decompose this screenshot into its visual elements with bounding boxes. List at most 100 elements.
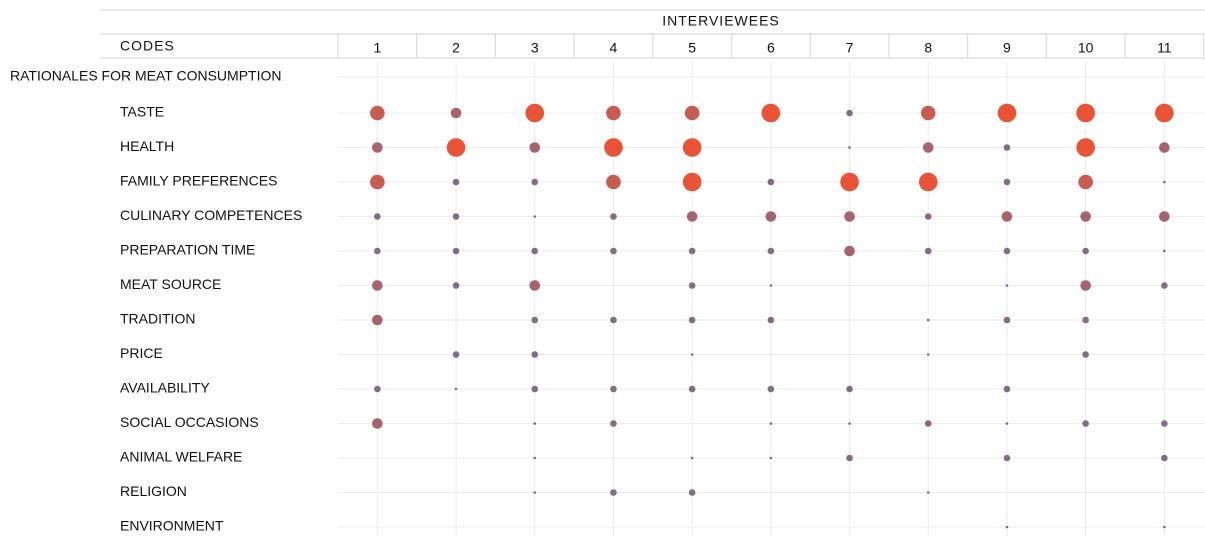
bubble bbox=[1161, 454, 1168, 462]
bubble bbox=[452, 247, 460, 255]
bubble bbox=[1003, 247, 1011, 255]
bubble bbox=[846, 109, 853, 117]
row-label: CULINARY COMPETENCES bbox=[120, 207, 302, 223]
row-label: AVAILABILITY bbox=[120, 380, 210, 396]
row-label: TASTE bbox=[120, 104, 164, 120]
bubble bbox=[1161, 282, 1168, 289]
bubble bbox=[1005, 525, 1009, 529]
column-label: 3 bbox=[531, 40, 539, 56]
bubble bbox=[1163, 249, 1166, 253]
bubble bbox=[1082, 247, 1089, 255]
bubble bbox=[374, 247, 381, 255]
column-label: 6 bbox=[767, 40, 775, 56]
bubble bbox=[1159, 142, 1170, 153]
bubble bbox=[920, 105, 936, 121]
bubble bbox=[1076, 103, 1095, 123]
bubble bbox=[1082, 351, 1089, 358]
bubble bbox=[1003, 454, 1011, 462]
bubble bbox=[531, 178, 539, 186]
bubble bbox=[688, 282, 696, 289]
bubble bbox=[840, 172, 859, 192]
bubble bbox=[1163, 180, 1166, 184]
column-label: 10 bbox=[1078, 40, 1094, 56]
row-label: RELIGION bbox=[120, 483, 187, 499]
column-label: 7 bbox=[846, 40, 854, 56]
bubble bbox=[450, 107, 462, 119]
bubble bbox=[610, 489, 617, 496]
bubble bbox=[688, 316, 696, 324]
bubble bbox=[533, 456, 537, 460]
row-header: CODES bbox=[120, 38, 175, 54]
bubble bbox=[1155, 103, 1174, 123]
bubble bbox=[1003, 316, 1011, 324]
bubble bbox=[767, 178, 775, 186]
bubble bbox=[688, 489, 696, 496]
bubble bbox=[926, 318, 930, 322]
bubble bbox=[370, 174, 385, 190]
bubble bbox=[606, 174, 621, 190]
bubble bbox=[765, 211, 777, 222]
row-label: TRADITION bbox=[120, 311, 195, 327]
bubble bbox=[924, 247, 932, 255]
bubble bbox=[610, 385, 617, 393]
row-label: SOCIAL OCCASIONS bbox=[120, 414, 259, 430]
bubble bbox=[374, 385, 381, 393]
bubble bbox=[769, 422, 773, 425]
row-label: MEAT SOURCE bbox=[120, 276, 221, 292]
bubble bbox=[767, 247, 775, 255]
bubble bbox=[767, 385, 775, 393]
column-label: 8 bbox=[924, 40, 932, 56]
row-label: ANIMAL WELFARE bbox=[120, 449, 242, 465]
bubble bbox=[848, 422, 851, 425]
bubble bbox=[1163, 525, 1166, 529]
bubble bbox=[452, 178, 460, 186]
bubble bbox=[533, 215, 537, 218]
bubble bbox=[767, 316, 775, 324]
bubble bbox=[525, 103, 545, 123]
bubble bbox=[1080, 280, 1091, 291]
bubble bbox=[918, 172, 938, 192]
bubble bbox=[682, 172, 702, 192]
bubble bbox=[769, 456, 773, 460]
bubble bbox=[1003, 144, 1011, 151]
column-label: 1 bbox=[373, 40, 381, 56]
bubble bbox=[1001, 211, 1013, 222]
bubble bbox=[1076, 138, 1095, 157]
bubble bbox=[926, 491, 930, 494]
bubble bbox=[452, 213, 460, 220]
column-label: 4 bbox=[610, 40, 618, 56]
bubble bbox=[848, 146, 851, 149]
row-label: HEALTH bbox=[120, 138, 174, 154]
bubble bbox=[922, 142, 934, 153]
bubble bbox=[846, 385, 853, 393]
bubble bbox=[997, 103, 1017, 123]
bubble bbox=[924, 420, 932, 427]
bubble bbox=[926, 353, 930, 356]
bubble bbox=[684, 105, 700, 121]
bubble bbox=[688, 385, 696, 393]
column-label: 2 bbox=[452, 40, 460, 56]
bubble bbox=[372, 280, 383, 291]
bubble bbox=[446, 138, 466, 157]
bubble bbox=[370, 105, 385, 121]
bubble bbox=[761, 103, 781, 123]
bubble bbox=[529, 142, 541, 153]
bubble bbox=[1003, 178, 1011, 186]
bubble bbox=[531, 316, 539, 324]
bubble bbox=[1003, 385, 1011, 393]
bubble bbox=[531, 247, 539, 255]
row-label: PRICE bbox=[120, 345, 163, 361]
bubble bbox=[372, 142, 383, 153]
group-label: RATIONALES FOR MEAT CONSUMPTION bbox=[10, 68, 281, 84]
bubble bbox=[606, 105, 621, 121]
column-label: 11 bbox=[1157, 40, 1172, 56]
bubble bbox=[1078, 174, 1093, 190]
row-label: PREPARATION TIME bbox=[120, 242, 255, 258]
bubble bbox=[610, 247, 617, 255]
bubble bbox=[1159, 211, 1170, 222]
bubble bbox=[374, 213, 381, 220]
bubble bbox=[604, 138, 623, 157]
row-label: ENVIRONMENT bbox=[120, 518, 224, 534]
bubble bbox=[682, 138, 702, 157]
